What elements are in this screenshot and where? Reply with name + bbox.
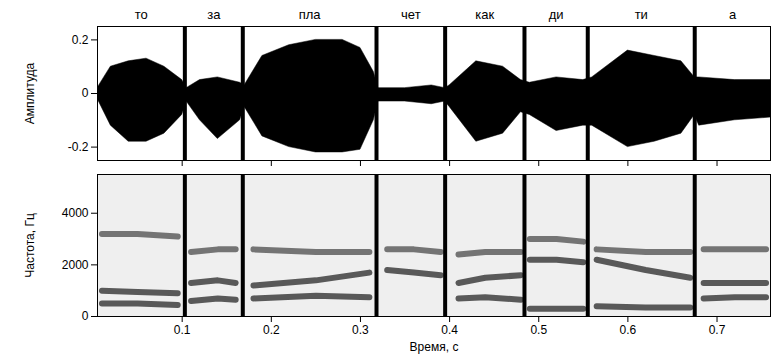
svg-text:0: 0 (82, 309, 89, 323)
svg-text:0.7: 0.7 (709, 323, 726, 337)
svg-text:ди: ди (549, 7, 564, 22)
svg-text:а: а (729, 7, 737, 22)
svg-text:0: 0 (82, 86, 89, 100)
svg-text:ти: ти (635, 7, 648, 22)
svg-text:Частота, Гц: Частота, Гц (23, 213, 37, 278)
svg-text:0.2: 0.2 (72, 33, 89, 47)
svg-text:2000: 2000 (62, 258, 89, 272)
svg-text:чет: чет (401, 7, 421, 22)
svg-text:-0.2: -0.2 (68, 140, 89, 154)
svg-text:то: то (135, 7, 148, 22)
svg-text:0.2: 0.2 (263, 323, 280, 337)
svg-text:0.6: 0.6 (620, 323, 637, 337)
svg-text:0.5: 0.5 (530, 323, 547, 337)
svg-text:0.1: 0.1 (174, 323, 191, 337)
svg-text:Амплитуда: Амплитуда (23, 62, 37, 124)
svg-text:за: за (207, 7, 221, 22)
svg-text:Время, с: Время, с (410, 340, 459, 354)
svg-text:0.4: 0.4 (441, 323, 458, 337)
svg-text:4000: 4000 (62, 206, 89, 220)
svg-text:0.3: 0.3 (352, 323, 369, 337)
svg-text:пла: пла (299, 7, 322, 22)
svg-text:как: как (475, 7, 494, 22)
